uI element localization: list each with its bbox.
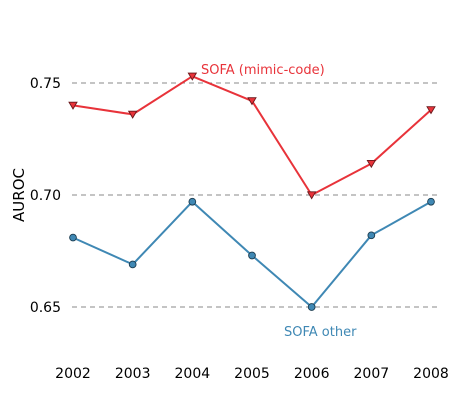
x-tick-label: 2008 — [413, 366, 449, 382]
data-point — [366, 159, 377, 169]
series-label-sofa-other: SOFA other — [284, 325, 357, 340]
data-point — [188, 197, 197, 206]
x-tick-label: 2006 — [294, 366, 330, 382]
series-line-0 — [72, 75, 432, 196]
data-point — [427, 197, 435, 206]
x-tick-label: 2002 — [55, 366, 91, 382]
y-tick-label: 0.70 — [30, 188, 61, 204]
gridlines — [72, 82, 440, 308]
data-point — [68, 101, 78, 110]
data-point — [187, 72, 198, 81]
data-point — [367, 231, 376, 240]
data-point — [426, 106, 436, 115]
data-point — [69, 233, 77, 242]
data-point — [127, 110, 138, 119]
data-point — [307, 303, 316, 311]
y-tick-labels: 0.65 0.70 0.75 — [30, 76, 61, 316]
y-axis-label: AUROC — [10, 168, 28, 222]
x-tick-label: 2007 — [354, 366, 390, 382]
x-tick-labels: 2002 2003 2004 2005 2006 2007 2008 — [55, 366, 449, 382]
data-point — [128, 260, 137, 269]
data-point — [247, 97, 257, 106]
x-tick-label: 2005 — [234, 366, 270, 382]
series-layer — [68, 72, 436, 311]
x-tick-label: 2003 — [115, 366, 151, 382]
series-label-sofa-mimic-code: SOFA (mimic-code) — [201, 63, 325, 78]
data-point — [248, 251, 256, 260]
data-point — [306, 191, 317, 200]
x-tick-label: 2004 — [175, 366, 211, 382]
y-tick-label: 0.75 — [30, 76, 61, 92]
y-tick-label: 0.65 — [30, 300, 61, 316]
